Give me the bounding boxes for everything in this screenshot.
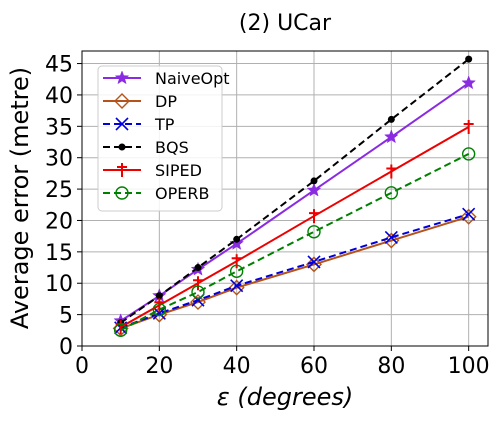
data-point-marker [386,164,397,179]
series-operb [113,147,476,338]
series-dp [112,208,477,337]
y-tick-label: 5 [59,304,73,329]
series-line [120,215,469,330]
legend-label: DP [155,92,177,111]
legend: NaiveOpt DP TP BQS SIPED OPERB [97,65,230,212]
x-axis-label: ε (degrees) [217,383,353,411]
legend-item: SIPED [103,161,202,180]
data-point-marker [307,255,321,269]
x-tick-label: 0 [75,354,89,379]
y-axis-label: Average error (metre) [6,67,34,329]
series-siped [115,119,474,335]
data-point-marker [191,285,205,299]
legend-item: OPERB [103,184,209,203]
data-point-marker [193,276,203,291]
y-tick-label: 0 [59,335,73,360]
data-point-marker [230,279,244,293]
data-point-marker [152,302,167,317]
legend-item: BQS [103,138,189,157]
y-tick-label: 35 [45,115,73,140]
chart-title: (2) UCar [239,11,332,36]
data-point-marker [384,129,399,144]
data-point-marker [310,177,318,185]
data-point-marker [154,298,165,313]
y-tick-label: 25 [45,178,73,203]
data-point-marker [190,294,206,311]
legend-item: DP [103,92,177,111]
data-point-marker [461,75,476,90]
data-point-marker [309,209,319,224]
data-point-marker [229,235,244,250]
data-point-marker [115,117,129,131]
x-tick-label: 40 [223,354,251,379]
y-tick-label: 45 [45,53,73,78]
data-point-marker [152,306,166,320]
data-point-marker [462,207,476,221]
legend-label: NaiveOpt [155,69,230,88]
legend-label: TP [154,115,175,134]
data-point-marker [463,119,474,134]
data-point-marker [384,186,399,200]
data-point-marker [306,182,322,197]
legend-label: BQS [155,138,189,157]
legend-item: TP [103,115,175,134]
y-tick-label: 15 [45,241,73,266]
data-point-marker [460,208,477,225]
data-point-marker [114,70,130,85]
data-point-marker [233,235,241,243]
data-point-marker [118,143,126,151]
legend-label: SIPED [155,161,202,180]
series-line [120,153,470,332]
y-tick-label: 30 [45,147,73,172]
y-tick-label: 20 [45,209,73,234]
legend-item: NaiveOpt [103,69,230,88]
data-point-marker [384,230,398,244]
data-point-marker [115,186,129,200]
data-point-marker [113,323,128,338]
x-tick-label: 60 [300,354,328,379]
data-point-marker [465,55,473,63]
data-point-marker [117,163,127,177]
data-point-marker [229,264,244,279]
x-tick-label: 20 [145,354,173,379]
y-tick-label: 40 [45,84,73,109]
series-layer [112,55,477,338]
legend-label: OPERB [155,184,209,203]
data-point-marker [387,115,395,123]
data-point-marker [155,292,163,300]
data-point-marker [461,147,476,161]
y-tick-label: 10 [45,272,73,297]
plot-frame [81,50,489,347]
data-point-marker [114,93,130,109]
data-point-marker [306,256,322,273]
x-tick-label: 80 [377,354,405,379]
legend-box [97,65,223,212]
data-point-marker [307,225,321,239]
x-tick-label: 100 [448,354,490,379]
data-point-marker [194,264,202,272]
